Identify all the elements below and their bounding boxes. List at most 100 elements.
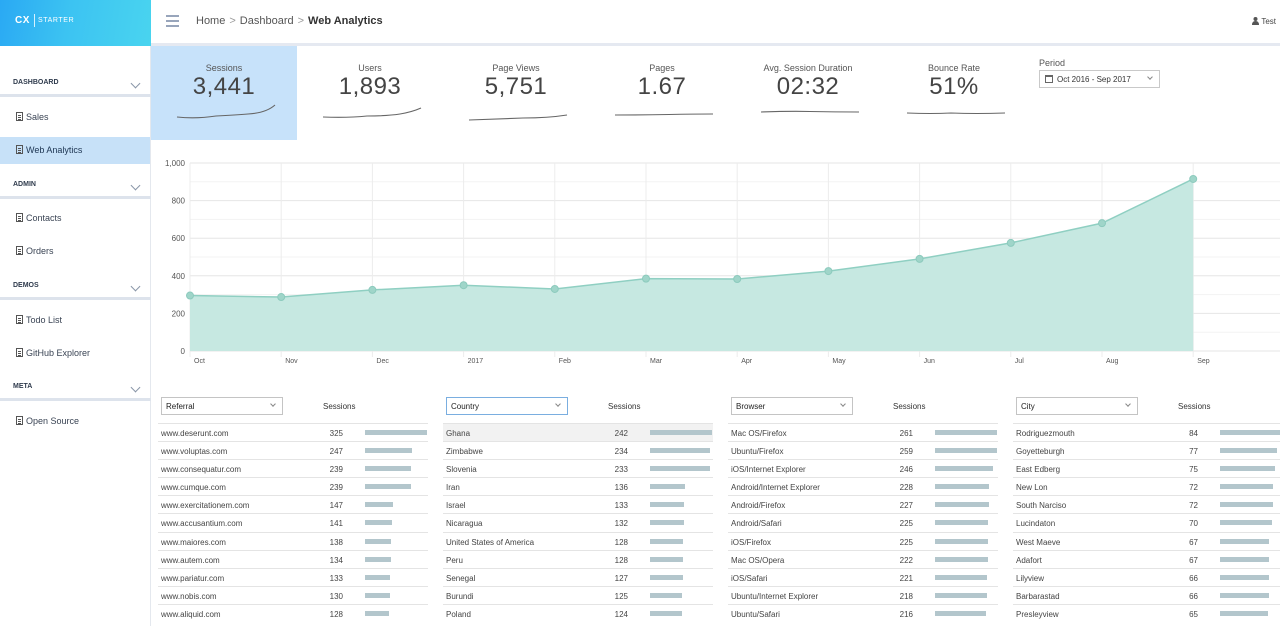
chevron-down-icon — [840, 401, 846, 407]
table-row[interactable]: Peru 128 — [443, 549, 713, 568]
dimension-select[interactable]: City — [1016, 397, 1138, 415]
user-menu[interactable]: Test — [1252, 17, 1276, 26]
table-row[interactable]: iOS/Internet Explorer 246 — [728, 459, 998, 477]
row-name: West Maeve — [1016, 537, 1061, 547]
brand-name: STARTER — [38, 17, 75, 24]
section-title: DASHBOARD — [13, 79, 59, 86]
table-row[interactable]: www.voluptas.com 247 — [158, 441, 428, 459]
table-row[interactable]: Ubuntu/Internet Explorer 218 — [728, 585, 998, 604]
sidebar-item-todo-list[interactable]: Todo List — [0, 307, 150, 334]
metric-pages[interactable]: Pages 1.67 — [589, 46, 735, 140]
sidebar-item-contacts[interactable]: Contacts — [0, 205, 150, 232]
table-row[interactable]: Adafort 67 — [1013, 549, 1280, 568]
table-row[interactable]: www.maiores.com 138 — [158, 531, 428, 550]
row-count: 141 — [329, 519, 343, 529]
dimension-select[interactable]: Browser — [731, 397, 853, 415]
table-row[interactable]: Presleyview 65 — [1013, 603, 1280, 622]
table-row[interactable]: Lucindaton 70 — [1013, 513, 1280, 531]
y-tick-label: 0 — [181, 347, 186, 356]
table-row[interactable]: Mac OS/Opera 222 — [728, 549, 998, 568]
dimension-select[interactable]: Country — [446, 397, 568, 415]
sidebar-section-meta[interactable]: META — [0, 379, 151, 399]
table-row[interactable]: www.nobis.com 130 — [158, 585, 428, 604]
sidebar-item-web-analytics[interactable]: Web Analytics — [0, 137, 150, 164]
table-row[interactable]: www.pariatur.com 133 — [158, 567, 428, 586]
row-name: Android/Safari — [731, 519, 782, 529]
table-row[interactable]: Senegal 127 — [443, 567, 713, 586]
table-row[interactable]: iOS/Firefox 225 — [728, 531, 998, 550]
x-tick-label: Oct — [194, 358, 205, 365]
sidebar-item-open-source[interactable]: Open Source — [0, 408, 150, 435]
sidebar-section-demos[interactable]: DEMOS — [0, 278, 151, 298]
metric-label: Page Views — [492, 63, 540, 73]
table-row[interactable]: iOS/Safari 221 — [728, 567, 998, 586]
hamburger-icon[interactable] — [166, 15, 179, 27]
metric-sessions[interactable]: Sessions 3,441 — [151, 46, 297, 140]
table-row[interactable]: Mac OS/Firefox 261 — [728, 423, 998, 441]
x-tick-label: Feb — [559, 358, 571, 365]
table-row[interactable]: West Maeve 67 — [1013, 531, 1280, 550]
metric-avg-session-duration[interactable]: Avg. Session Duration 02:32 — [735, 46, 881, 140]
breadcrumb-home[interactable]: Home — [196, 15, 226, 27]
table-row[interactable]: www.aliquid.com 128 — [158, 603, 428, 622]
metric-sparkline — [322, 107, 422, 118]
sidebar-section-dashboard[interactable]: DASHBOARD — [0, 75, 151, 95]
table-row[interactable]: Goyetteburgh 77 — [1013, 441, 1280, 459]
metric-page-views[interactable]: Page Views 5,751 — [443, 46, 589, 140]
data-point — [915, 254, 924, 263]
breadcrumb-dashboard[interactable]: Dashboard — [239, 15, 294, 27]
table-row[interactable]: South Narciso 72 — [1013, 495, 1280, 513]
table-row[interactable]: Ubuntu/Firefox 259 — [728, 441, 998, 459]
table-row[interactable]: Android/Safari 225 — [728, 513, 998, 531]
dimension-select[interactable]: Referral — [161, 397, 283, 415]
dimension-value: Referral — [166, 402, 195, 411]
table-row[interactable]: Lilyview 66 — [1013, 567, 1280, 586]
table-row[interactable]: Iran 136 — [443, 477, 713, 495]
table-row[interactable]: Ubuntu/Safari 216 — [728, 603, 998, 622]
table-row[interactable]: Israel 133 — [443, 495, 713, 513]
table-row[interactable]: Barbarastad 66 — [1013, 585, 1280, 604]
table-row[interactable]: www.autem.com 134 — [158, 549, 428, 568]
row-bar — [365, 556, 391, 562]
metric-users[interactable]: Users 1,893 — [297, 46, 443, 140]
data-point — [824, 267, 833, 276]
table-row[interactable]: Burundi 125 — [443, 585, 713, 604]
table-row[interactable]: Nicaragua 132 — [443, 513, 713, 531]
metric-bounce-rate[interactable]: Bounce Rate 51% — [881, 46, 1027, 140]
row-count: 233 — [614, 465, 628, 475]
table-row[interactable]: Android/Internet Explorer 228 — [728, 477, 998, 495]
table-row[interactable]: New Lon 72 — [1013, 477, 1280, 495]
x-tick-label: Apr — [741, 358, 753, 365]
data-point — [186, 291, 194, 300]
sidebar-item-sales[interactable]: Sales — [0, 104, 150, 131]
table-row[interactable]: United States of America 128 — [443, 531, 713, 550]
row-bar — [650, 448, 710, 454]
table-row[interactable]: www.deserunt.com 325 — [158, 423, 428, 441]
table-row[interactable]: Ghana 242 — [443, 423, 713, 442]
metric-value: 51% — [929, 73, 979, 100]
table-row[interactable]: www.consequatur.com 239 — [158, 459, 428, 477]
brand-logo[interactable]: CX STARTER — [0, 0, 151, 46]
period-select[interactable]: Oct 2016 - Sep 2017 — [1039, 70, 1160, 88]
table-row[interactable]: www.accusantium.com 141 — [158, 513, 428, 531]
sidebar-item-label: Todo List — [26, 315, 63, 325]
table-row[interactable]: Slovenia 233 — [443, 459, 713, 477]
table-row[interactable]: www.cumque.com 239 — [158, 477, 428, 495]
table-row[interactable]: Android/Firefox 227 — [728, 495, 998, 513]
sidebar-item-orders[interactable]: Orders — [0, 238, 150, 265]
table-row[interactable]: Zimbabwe 234 — [443, 441, 713, 459]
row-name: New Lon — [1016, 483, 1048, 493]
row-count: 77 — [1189, 447, 1198, 457]
document-icon — [16, 213, 23, 222]
row-count: 242 — [614, 429, 628, 438]
table-row[interactable]: www.exercitationem.com 147 — [158, 495, 428, 513]
row-name: www.maiores.com — [161, 537, 226, 547]
table-row[interactable]: Poland 124 — [443, 603, 713, 622]
sidebar-item-github-explorer[interactable]: GitHub Explorer — [0, 340, 150, 367]
table-row[interactable]: East Edberg 75 — [1013, 459, 1280, 477]
table-row[interactable]: Rodriguezmouth 84 — [1013, 423, 1280, 441]
sidebar-section-admin[interactable]: ADMIN — [0, 177, 151, 197]
x-tick-label: 2017 — [468, 358, 484, 365]
row-bar — [1220, 520, 1272, 526]
metric-value: 02:32 — [776, 73, 840, 100]
